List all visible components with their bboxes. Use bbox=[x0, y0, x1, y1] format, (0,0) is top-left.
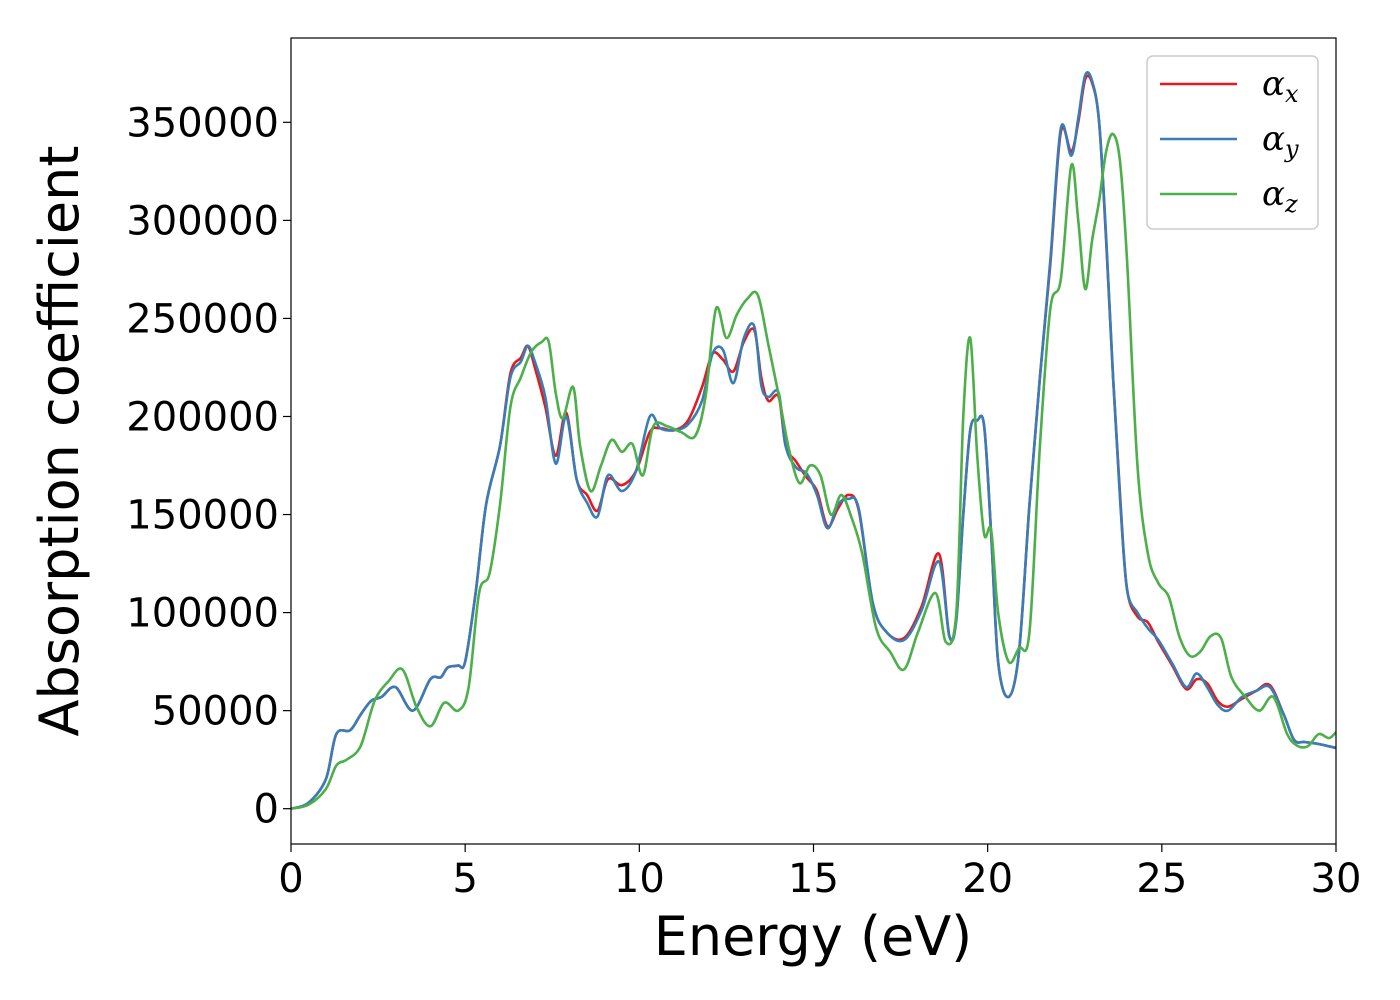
legend-label-base: α bbox=[1262, 174, 1285, 214]
y-tick-label: 100000 bbox=[126, 591, 279, 637]
y-tick-label: 300000 bbox=[126, 198, 279, 244]
x-tick-label: 10 bbox=[614, 856, 665, 902]
legend-label-base: α bbox=[1262, 64, 1285, 104]
series-line-z bbox=[291, 132, 1336, 810]
legend-label-x: αx bbox=[1262, 64, 1299, 108]
x-axis-label: Energy (eV) bbox=[654, 905, 973, 968]
y-tick-label: 250000 bbox=[126, 296, 279, 342]
x-tick-label: 0 bbox=[278, 856, 303, 902]
legend-box bbox=[1146, 55, 1319, 230]
legend-label-subscript: x bbox=[1285, 80, 1299, 108]
legend-label-subscript: z bbox=[1284, 190, 1298, 218]
plot-lines bbox=[291, 71, 1336, 810]
y-axis-ticks: 0 50000 100000 150000 200000 250000 300000 3500… bbox=[126, 100, 291, 833]
x-tick-label: 25 bbox=[1136, 856, 1187, 902]
series-line-y bbox=[291, 71, 1336, 810]
x-tick-label: 30 bbox=[1311, 856, 1362, 902]
y-tick-label: 350000 bbox=[126, 100, 279, 146]
legend-label-base: α bbox=[1262, 119, 1285, 159]
y-tick-label: 150000 bbox=[126, 493, 279, 539]
x-tick-label: 5 bbox=[452, 856, 477, 902]
y-tick-label: 200000 bbox=[126, 394, 279, 440]
y-axis-label: Absorption coefficient bbox=[28, 146, 91, 737]
y-tick-label: 50000 bbox=[152, 689, 279, 735]
legend-label-z: αz bbox=[1262, 174, 1298, 218]
x-tick-label: 15 bbox=[788, 856, 839, 902]
x-tick-label: 20 bbox=[962, 856, 1013, 902]
x-axis-ticks: 0 5 10 15 20 25 30 bbox=[278, 844, 1361, 902]
legend-label-subscript: y bbox=[1284, 135, 1299, 163]
y-tick-label: 0 bbox=[254, 787, 279, 833]
legend-label-y: αy bbox=[1262, 119, 1299, 163]
